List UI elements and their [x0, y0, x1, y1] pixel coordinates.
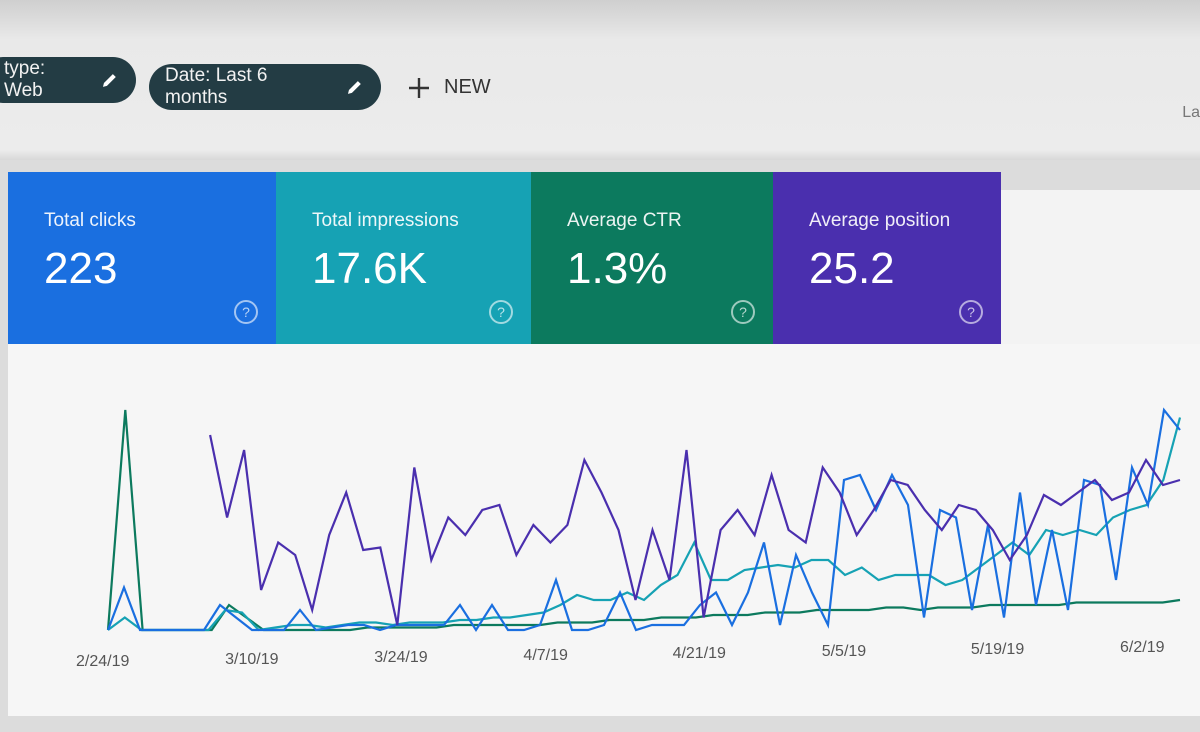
card-total-clicks[interactable]: Total clicks 223 ? — [8, 172, 276, 344]
plus-icon — [409, 77, 429, 98]
help-icon[interactable]: ? — [959, 300, 983, 324]
x-tick-label: 3/10/19 — [225, 651, 278, 668]
help-icon[interactable]: ? — [234, 300, 258, 324]
series-line — [106, 407, 1181, 633]
card-average-ctr[interactable]: Average CTR 1.3% ? — [531, 172, 773, 344]
chart-svg: 2/24/19 3/10/19 3/24/19 4/7/19 4/21/19 5/5/19… — [76, 407, 1182, 670]
metric-label: Total impressions — [312, 210, 459, 231]
x-tick-label: 3/24/19 — [374, 649, 427, 666]
x-tick-label: 4/7/19 — [523, 647, 568, 664]
card-total-impressions[interactable]: Total impressions 17.6K ? — [276, 172, 531, 344]
new-label: NEW — [444, 76, 491, 98]
x-tick-label: 6/2/19 — [1120, 639, 1165, 656]
filter-chip-date[interactable]: Date: Last 6 months — [149, 64, 381, 110]
filter-bar: type: Web Date: Last 6 months NEW La — [0, 0, 1200, 160]
help-icon[interactable]: ? — [731, 300, 755, 324]
truncated-text: La — [1182, 104, 1200, 121]
series-line — [209, 434, 1181, 626]
x-tick-label: 4/21/19 — [673, 645, 726, 662]
metric-label: Average CTR — [567, 210, 682, 231]
metric-value: 1.3% — [567, 244, 668, 293]
filter-chip-search-type[interactable]: type: Web — [0, 57, 136, 103]
filter-label: Date: Last 6 months — [165, 65, 268, 108]
x-tick-label: 5/5/19 — [822, 643, 867, 660]
metric-value: 17.6K — [312, 244, 427, 293]
x-tick-label: 5/19/19 — [971, 641, 1024, 658]
metric-label: Total clicks — [44, 210, 136, 231]
series-line — [106, 409, 1181, 632]
metric-value: 25.2 — [809, 244, 895, 293]
help-icon[interactable]: ? — [489, 300, 513, 324]
pencil-icon[interactable] — [100, 70, 120, 90]
x-tick-label: 2/24/19 — [76, 653, 129, 670]
card-average-position[interactable]: Average position 25.2 ? — [773, 172, 1001, 344]
performance-chart: 2/24/19 3/10/19 3/24/19 4/7/19 4/21/19 5/5/19… — [8, 344, 1200, 716]
empty-panel — [1000, 190, 1200, 345]
new-filter-button[interactable]: NEW — [408, 76, 491, 99]
pencil-icon[interactable] — [345, 77, 365, 97]
filter-label: type: Web — [4, 58, 46, 101]
metric-value: 223 — [44, 244, 118, 293]
metric-label: Average position — [809, 210, 951, 231]
series-line — [107, 417, 1182, 632]
